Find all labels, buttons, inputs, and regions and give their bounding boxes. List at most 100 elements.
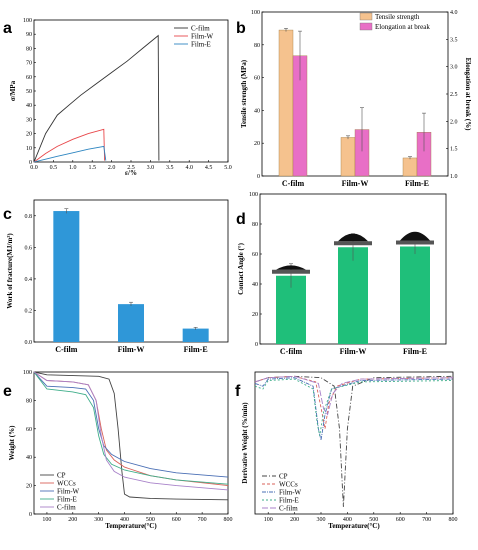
e-series-line-wccs xyxy=(33,371,229,487)
b-ytick-label: 20 xyxy=(254,141,260,147)
d-category-label: Film-W xyxy=(340,347,367,356)
f-xtick-label: 300 xyxy=(317,517,326,523)
a-xtick-label: 5.0 xyxy=(224,165,232,171)
b-y2tick-label: 2.0 xyxy=(450,119,458,125)
e-series-line-film-e xyxy=(33,371,229,485)
f-xtick-label: 200 xyxy=(290,517,299,523)
d-category-label: Film-E xyxy=(403,347,427,356)
a-xtick-label: 4.5 xyxy=(205,165,213,171)
f-x-axis-label: Temperature(°C) xyxy=(328,522,380,530)
panel-a-stress-strain: a 0.0 0.5 1.0 1.5 2.0 2.5 3.0 3.5 4.0 4.5 5.0 0 10 20 3… xyxy=(3,18,232,177)
water-droplet-image xyxy=(276,265,306,270)
e-xtick-label: 800 xyxy=(224,517,233,523)
panel-d-contact-angle: d 0 20 40 60 80 100 Contact Angle (°) C-film Film… xyxy=(236,192,447,356)
e-ytick-label: 80 xyxy=(26,398,32,404)
b-y2tick-label: 3.0 xyxy=(450,65,458,71)
f-xtick-label: 800 xyxy=(449,517,458,523)
a-ytick-label: 40 xyxy=(26,103,32,109)
b-category-label: Film-E xyxy=(405,179,429,188)
water-droplet-image xyxy=(338,233,368,242)
e-ytick-label: 60 xyxy=(26,427,32,433)
d-ytick-label: 20 xyxy=(252,312,258,318)
f-plot-frame xyxy=(254,371,454,515)
water-droplet-image xyxy=(400,231,430,241)
a-xtick-label: 4.0 xyxy=(185,165,193,171)
c-ytick-label: 0.4 xyxy=(25,277,33,283)
a-legend-label: Film-W xyxy=(191,33,214,41)
b-legend-swatch xyxy=(359,12,373,21)
e-xtick-label: 400 xyxy=(120,517,129,523)
e-y-axis-label: Weight (%) xyxy=(8,425,16,460)
a-ytick-label: 70 xyxy=(26,61,32,67)
e-x-axis-label: Temperature(°C) xyxy=(105,522,157,530)
e-xtick-label: 300 xyxy=(94,517,103,523)
e-legend-label: CP xyxy=(57,472,66,480)
f-series-line-wccs xyxy=(254,375,454,429)
b-category-label: C-film xyxy=(282,179,305,188)
a-xtick-label: 1.5 xyxy=(88,165,96,171)
c-ytick-label: 0.6 xyxy=(25,245,33,251)
f-legend-label: Film-E xyxy=(279,497,299,505)
b-y-axis-label: Tensile strength (MPa) xyxy=(240,59,248,128)
b-ytick-label: 100 xyxy=(251,10,260,16)
f-xtick-label: 500 xyxy=(369,517,378,523)
f-series-line-film-e xyxy=(254,378,454,436)
c-category-label: C-film xyxy=(55,345,78,354)
e-series-line-film-w xyxy=(33,371,229,478)
d-ytick-label: 0 xyxy=(255,342,258,348)
f-y-axis-label: Derivative Weight (%/min) xyxy=(241,402,249,484)
contact-angle-substrate xyxy=(272,269,310,274)
c-ytick-label: 0.8 xyxy=(25,214,33,220)
a-x-axis-label: ε/% xyxy=(125,169,137,177)
a-ytick-label: 0 xyxy=(29,160,32,166)
a-xtick-label: 2.5 xyxy=(127,165,135,171)
c-bar xyxy=(53,211,80,342)
e-xtick-label: 200 xyxy=(68,517,77,523)
b-legend-label: Tensile strength xyxy=(375,13,420,21)
panel-c-work-of-fracture: c 0.0 0.2 0.4 0.6 0.8 Work of fracture(MJ/m³) C… xyxy=(3,199,229,354)
c-category-label: Film-W xyxy=(118,345,145,354)
a-ytick-label: 80 xyxy=(26,46,32,52)
c-category-label: Film-E xyxy=(184,345,208,354)
a-xtick-label: 3.0 xyxy=(147,165,155,171)
a-xtick-label: 3.5 xyxy=(166,165,174,171)
e-legend-label: C-film xyxy=(57,504,76,512)
b-legend-label: Elongation at break xyxy=(375,23,430,31)
f-legend-label: CP xyxy=(279,473,288,481)
a-ytick-label: 60 xyxy=(26,75,32,81)
e-xtick-label: 100 xyxy=(42,517,51,523)
e-series-line-c-film xyxy=(33,371,229,491)
f-legend-label: WCCs xyxy=(279,481,298,489)
c-bar xyxy=(118,304,144,342)
panel-label-c: c xyxy=(3,206,12,223)
a-legend-label: C-film xyxy=(191,25,210,33)
c-ytick-label: 0.0 xyxy=(25,340,33,346)
d-bar xyxy=(338,247,368,344)
panel-b-tensile-elongation: b 0 20 40 60 80 100 1.0 1.5 2.0 2.5 3.0 3.5 4.0 Tensil… xyxy=(236,10,472,188)
d-bar xyxy=(400,246,430,344)
e-xtick-label: 600 xyxy=(172,517,181,523)
e-legend-label: WCCs xyxy=(57,480,76,488)
panel-f-dtg: f 100 200 300 400 500 600 700 800 Temperature(°C)… xyxy=(235,371,458,530)
f-legend-label: Film-W xyxy=(279,489,302,497)
e-ytick-label: 40 xyxy=(26,455,32,461)
f-xtick-label: 400 xyxy=(343,517,352,523)
c-y-axis-label: Work of fracture(MJ/m³) xyxy=(6,233,14,309)
f-series-line-c-film xyxy=(254,375,454,416)
a-xtick-label: 2.0 xyxy=(108,165,116,171)
a-series-line-film-w xyxy=(33,128,106,163)
c-ytick-label: 0.2 xyxy=(25,308,33,314)
a-xtick-label: 1.0 xyxy=(69,165,77,171)
a-legend-label: Film-E xyxy=(191,41,211,49)
a-ytick-label: 90 xyxy=(26,32,32,38)
c-bar xyxy=(182,328,209,342)
panel-e-tga: e 100 200 300 400 500 600 700 800 0 20 40 60 80 100 Tem… xyxy=(3,370,233,530)
a-series-line-film-e xyxy=(33,145,107,163)
b-legend-swatch xyxy=(359,22,373,31)
panel-label-b: b xyxy=(236,20,246,37)
panel-label-d: d xyxy=(236,211,246,228)
d-ytick-label: 100 xyxy=(249,192,258,198)
b-ytick-label: 40 xyxy=(254,108,260,114)
a-y-axis-label: σ/MPa xyxy=(9,80,17,101)
